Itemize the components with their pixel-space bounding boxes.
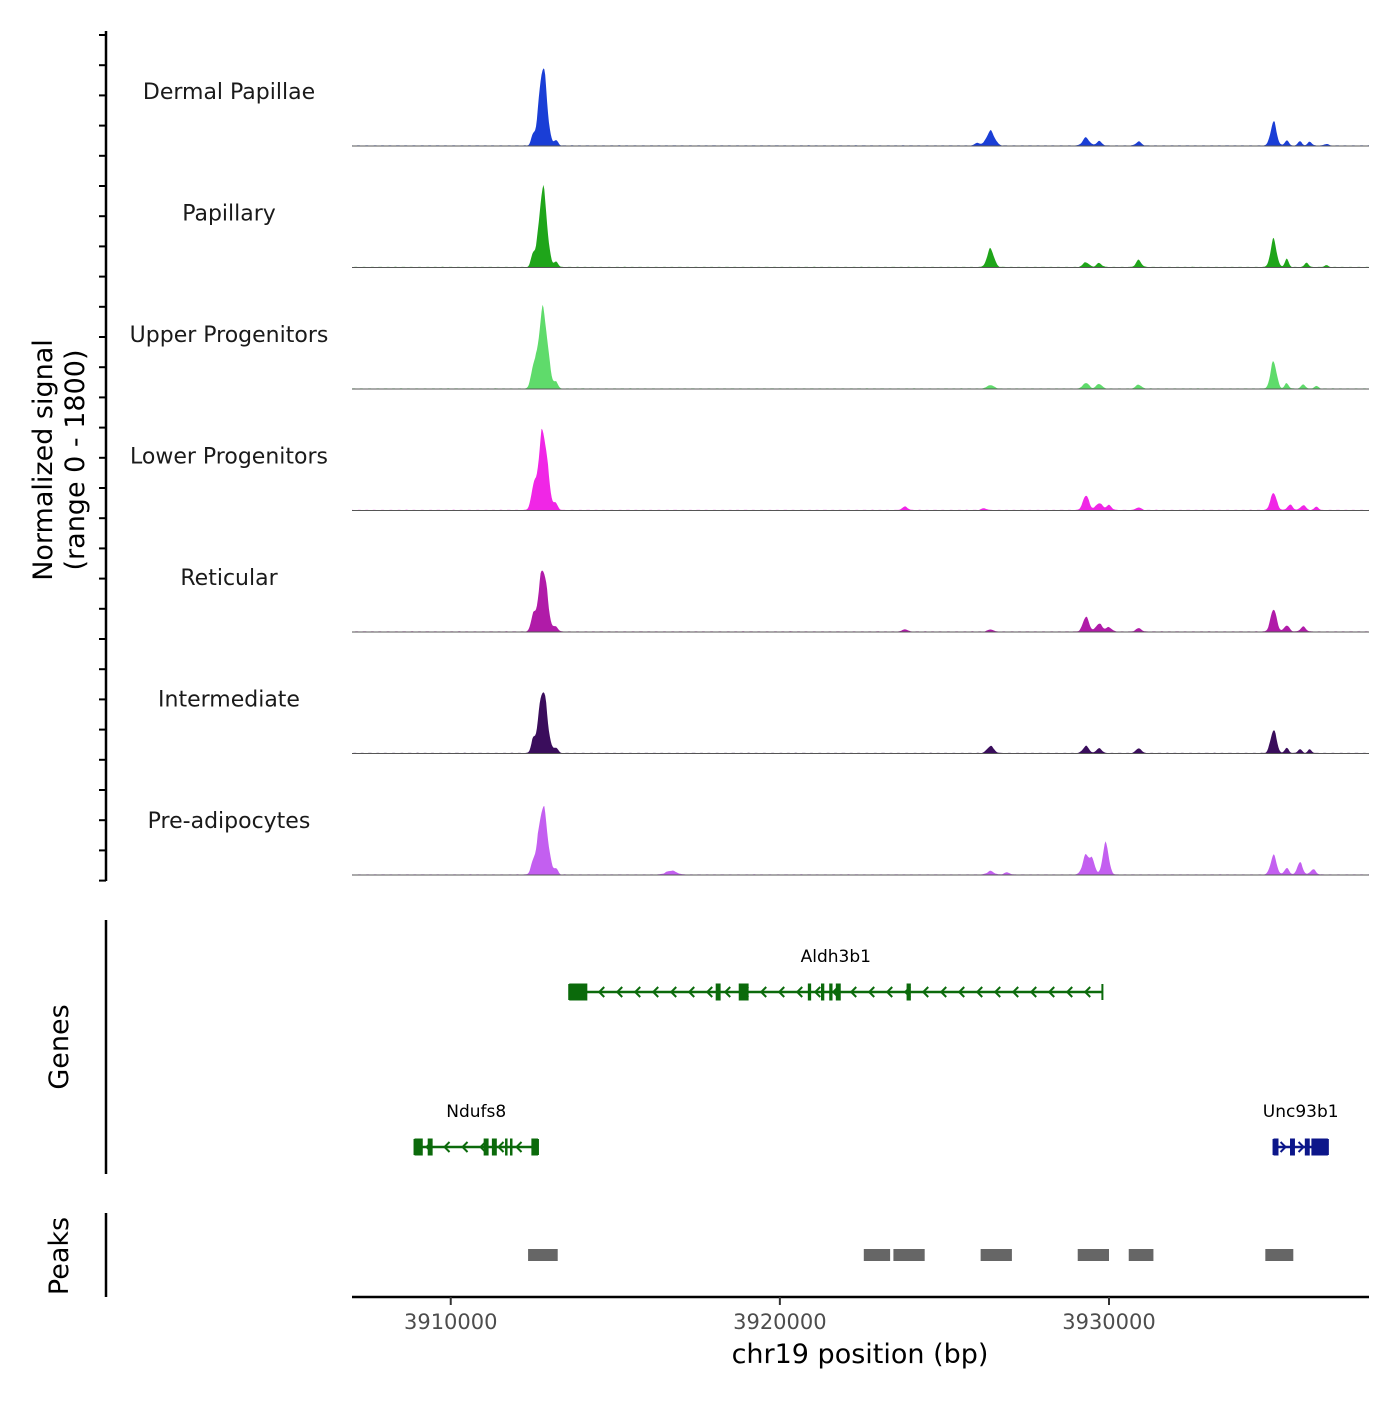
strand-arrow xyxy=(461,1141,469,1153)
strand-arrow xyxy=(759,986,767,998)
strand-arrow xyxy=(813,986,821,998)
peak-region-bar xyxy=(1265,1249,1294,1261)
strand-arrow xyxy=(921,986,929,998)
gene-ndufs8: Ndufs8 xyxy=(413,1102,539,1156)
x-axis-title: chr19 position (bp) xyxy=(732,1339,989,1370)
x-tick-label: 3910000 xyxy=(404,1310,498,1334)
peak-region-bar xyxy=(863,1249,891,1261)
strand-arrow xyxy=(633,986,641,998)
track-reticular: Reticular xyxy=(180,566,1369,633)
strand-arrow xyxy=(957,986,965,998)
track-label: Upper Progenitors xyxy=(130,323,329,348)
strand-arrow xyxy=(975,986,983,998)
peak-region-bar xyxy=(1077,1249,1109,1261)
gene-label: Unc93b1 xyxy=(1263,1102,1339,1122)
gene-exon xyxy=(738,983,749,1001)
strand-arrow xyxy=(777,986,785,998)
gene-exon xyxy=(569,983,588,1001)
track-label: Papillary xyxy=(182,202,276,227)
strand-arrow xyxy=(723,986,731,998)
track-papillary: Papillary xyxy=(182,184,1369,268)
y-axis-title-line1: Normalized signal xyxy=(28,339,59,581)
strand-arrow xyxy=(1011,986,1019,998)
peak-regions xyxy=(528,1249,1294,1261)
track-label: Dermal Papillae xyxy=(143,80,315,105)
gene-exon xyxy=(1304,1138,1310,1156)
track-label: Pre-adipocytes xyxy=(148,809,311,834)
strand-arrow xyxy=(443,1141,451,1153)
gene-exon xyxy=(906,983,911,1001)
strand-arrow xyxy=(651,986,659,998)
peak-region-bar xyxy=(980,1249,1012,1261)
track-pre-adipocytes: Pre-adipocytes xyxy=(148,806,1369,876)
strand-arrow xyxy=(849,986,857,998)
strand-arrow xyxy=(993,986,1001,998)
strand-arrow xyxy=(669,986,677,998)
strand-arrow xyxy=(1279,1141,1287,1153)
gene-exon xyxy=(1290,1138,1295,1156)
strand-arrow xyxy=(1029,986,1037,998)
track-intermediate: Intermediate xyxy=(158,688,1369,754)
track-label: Reticular xyxy=(180,566,278,591)
gene-unc93b1: Unc93b1 xyxy=(1263,1102,1339,1156)
track-label: Intermediate xyxy=(158,688,300,713)
strand-arrow xyxy=(597,986,605,998)
gene-annotations: Aldh3b1 Ndufs8 Unc93b1 xyxy=(413,947,1339,1156)
strand-arrow xyxy=(687,986,695,998)
strand-arrow xyxy=(939,986,947,998)
gene-exon xyxy=(829,983,833,1001)
gene-exon xyxy=(414,1138,423,1156)
strand-arrow xyxy=(1065,986,1073,998)
track-label: Lower Progenitors xyxy=(130,445,328,470)
peaks-axis-title: Peaks xyxy=(44,1217,75,1295)
strand-arrow xyxy=(867,986,875,998)
genes-axis-title: Genes xyxy=(44,1004,75,1089)
gene-exon xyxy=(509,1138,513,1156)
gene-exon xyxy=(491,1138,497,1156)
x-tick-label: 3920000 xyxy=(733,1310,827,1334)
peak-region-bar xyxy=(893,1249,925,1261)
strand-arrow xyxy=(885,986,893,998)
x-tick-label: 3930000 xyxy=(1062,1310,1156,1334)
y-axis-title-line2: (range 0 - 1800) xyxy=(60,350,91,571)
gene-exon xyxy=(1273,1138,1279,1156)
strand-arrow xyxy=(795,986,803,998)
strand-arrow xyxy=(515,1141,523,1153)
gene-exon xyxy=(427,1138,433,1156)
strand-arrow xyxy=(1083,986,1091,998)
gene-label: Aldh3b1 xyxy=(801,947,871,967)
strand-arrow xyxy=(497,1141,505,1153)
gene-exon xyxy=(821,983,825,1001)
gene-label: Ndufs8 xyxy=(446,1102,506,1122)
gene-exon xyxy=(835,983,841,1001)
track-upper-progenitors: Upper Progenitors xyxy=(130,304,1369,390)
gene-exon xyxy=(531,1138,538,1156)
track-lower-progenitors: Lower Progenitors xyxy=(130,428,1369,511)
x-axis-ticks: 3910000 3920000 3930000 xyxy=(404,1297,1156,1334)
y-axis-ticks xyxy=(99,34,106,882)
gene-aldh3b1: Aldh3b1 xyxy=(568,947,1104,1001)
gene-exon xyxy=(483,1138,489,1156)
strand-arrow xyxy=(705,986,713,998)
strand-arrow xyxy=(1047,986,1055,998)
strand-arrow xyxy=(1297,1141,1305,1153)
strand-arrow xyxy=(615,986,623,998)
peak-region-bar xyxy=(528,1249,558,1261)
track-dermal-papillae: Dermal Papillae xyxy=(143,68,1369,147)
peak-region-bar xyxy=(1128,1249,1154,1261)
gene-exon xyxy=(1311,1138,1328,1156)
gene-exon xyxy=(807,983,812,1001)
gene-exon xyxy=(715,983,721,1001)
signal-tracks: Dermal Papillae Papillary Upper Progenitor… xyxy=(130,68,1369,876)
gene-exon xyxy=(505,1138,508,1156)
